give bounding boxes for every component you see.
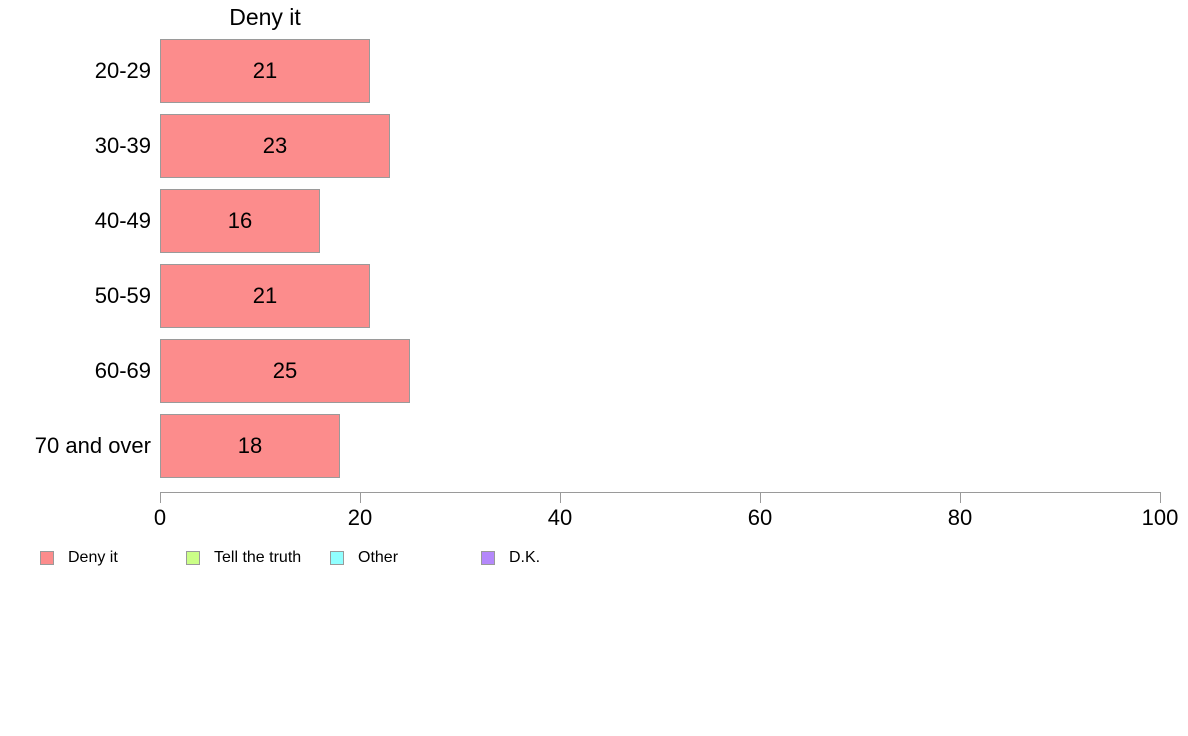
bar-value-label: 18	[237, 432, 263, 458]
category-label: 50-59	[94, 282, 151, 308]
legend-item: Deny it	[40, 549, 118, 567]
x-axis: 0 20 40 60 80 100	[154, 492, 1178, 537]
bar: 25	[160, 338, 410, 403]
legend: Deny it Tell the truth Other D.K.	[0, 549, 1188, 571]
bar: 16	[160, 188, 320, 253]
axis-tick	[360, 492, 361, 503]
legend-swatch	[481, 551, 495, 565]
chart-row: 20-29 21	[0, 33, 410, 108]
legend-swatch	[330, 551, 344, 565]
bar-value-label: 21	[252, 57, 278, 83]
bar: 23	[160, 113, 390, 178]
legend-label: Deny it	[68, 549, 118, 566]
category-label: 30-39	[94, 132, 151, 158]
legend-label: Other	[358, 549, 399, 566]
axis-tick-label: 0	[153, 505, 167, 530]
axis-tick-label: 60	[747, 505, 773, 530]
chart-row: 60-69 25	[0, 333, 410, 408]
bar-value-label: 23	[262, 132, 288, 158]
axis-tick	[960, 492, 961, 503]
axis-tick-label: 80	[947, 505, 973, 530]
axis-tick-label: 20	[347, 505, 373, 530]
bar: 18	[160, 413, 340, 478]
axis-tick	[1160, 492, 1161, 503]
category-label: 20-29	[94, 57, 151, 83]
bar-value-label: 25	[272, 357, 298, 383]
x-axis-line	[160, 492, 1161, 493]
chart-row: 50-59 21	[0, 258, 410, 333]
axis-tick-label: 100	[1141, 505, 1179, 530]
category-label: 60-69	[94, 357, 151, 383]
legend-item: Tell the truth	[186, 549, 301, 567]
category-label: 70 and over	[34, 432, 151, 458]
axis-tick	[560, 492, 561, 503]
legend-swatch	[40, 551, 54, 565]
legend-item: D.K.	[481, 549, 540, 567]
chart-title: Deny it	[229, 4, 301, 30]
bar: 21	[160, 38, 370, 103]
legend-label: D.K.	[509, 549, 541, 566]
bar: 21	[160, 263, 370, 328]
bar-value-label: 21	[252, 282, 278, 308]
axis-tick	[160, 492, 161, 503]
plot-area: 20-29 21 30-39 23 40-49 16 50-59 21 60-69 25 70 an…	[0, 33, 410, 483]
chart-row: 70 and over 18	[0, 408, 410, 483]
legend-label: Tell the truth	[214, 549, 302, 566]
category-label: 40-49	[94, 207, 151, 233]
axis-tick-label: 40	[547, 505, 573, 530]
legend-item: Other	[330, 549, 398, 567]
legend-swatch	[186, 551, 200, 565]
axis-tick	[760, 492, 761, 503]
bar-value-label: 16	[227, 207, 253, 233]
chart-row: 40-49 16	[0, 183, 410, 258]
chart-row: 30-39 23	[0, 108, 410, 183]
